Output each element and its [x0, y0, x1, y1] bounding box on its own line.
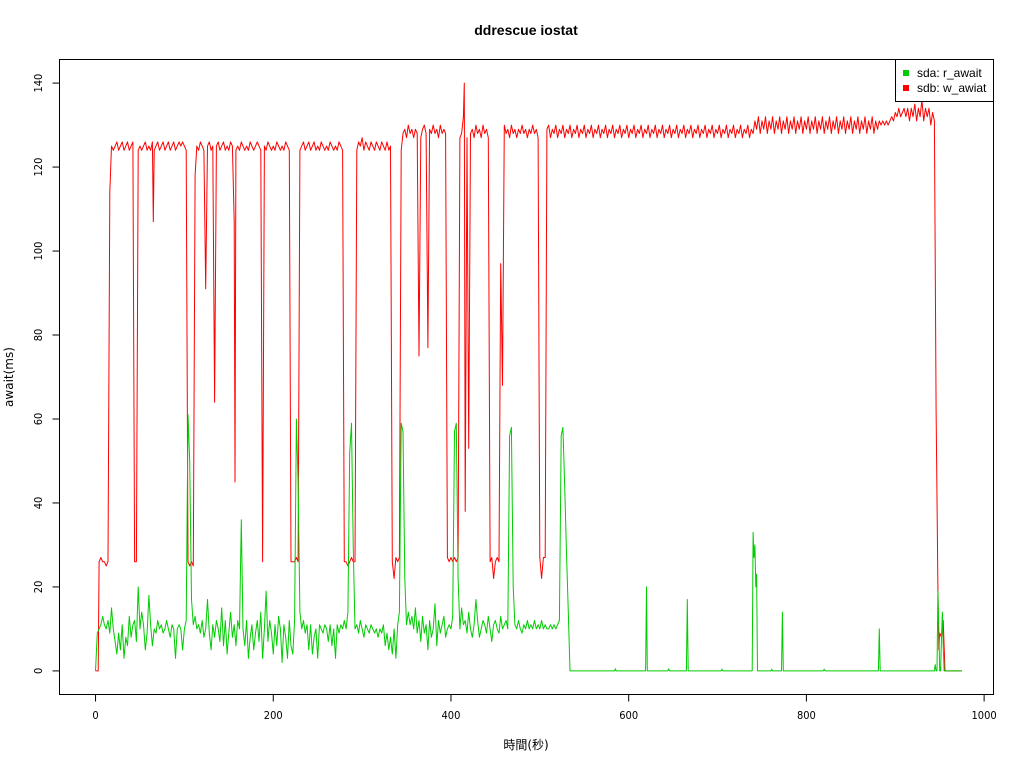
series-line-1 — [95, 82, 962, 672]
x-axis: 0 200 400 600 800 1000 — [92, 694, 997, 722]
y-tick-label: 100 — [32, 242, 45, 261]
x-tick-label: 1000 — [972, 709, 997, 722]
y-tick-label: 60 — [32, 413, 45, 426]
y-tick-label: 20 — [32, 581, 45, 594]
legend-label: sda: r_await — [917, 66, 982, 80]
y-tick-label: 120 — [32, 158, 45, 177]
y-tick-label: 0 — [32, 668, 45, 674]
legend-swatch — [903, 70, 909, 76]
x-tick-label: 400 — [442, 709, 461, 722]
series-layer — [95, 82, 962, 672]
series-line-0 — [95, 414, 962, 672]
x-axis-label: 時間(秒) — [503, 738, 548, 752]
x-tick-label: 800 — [797, 709, 816, 722]
legend-label: sdb: w_awiat — [917, 81, 987, 95]
plot-frame — [59, 59, 994, 695]
legend-box — [895, 59, 994, 102]
y-tick-label: 80 — [32, 329, 45, 342]
y-axis: 0 20 40 60 80 100 120 140 — [32, 74, 60, 674]
x-tick-label: 0 — [92, 709, 98, 722]
x-tick-label: 200 — [264, 709, 283, 722]
legend-swatch — [903, 85, 909, 91]
y-tick-label: 140 — [32, 74, 45, 93]
y-axis-label: await(ms) — [2, 347, 16, 407]
y-tick-label: 40 — [32, 497, 45, 510]
x-tick-label: 600 — [619, 709, 638, 722]
chart-title: ddrescue iostat — [474, 22, 578, 38]
